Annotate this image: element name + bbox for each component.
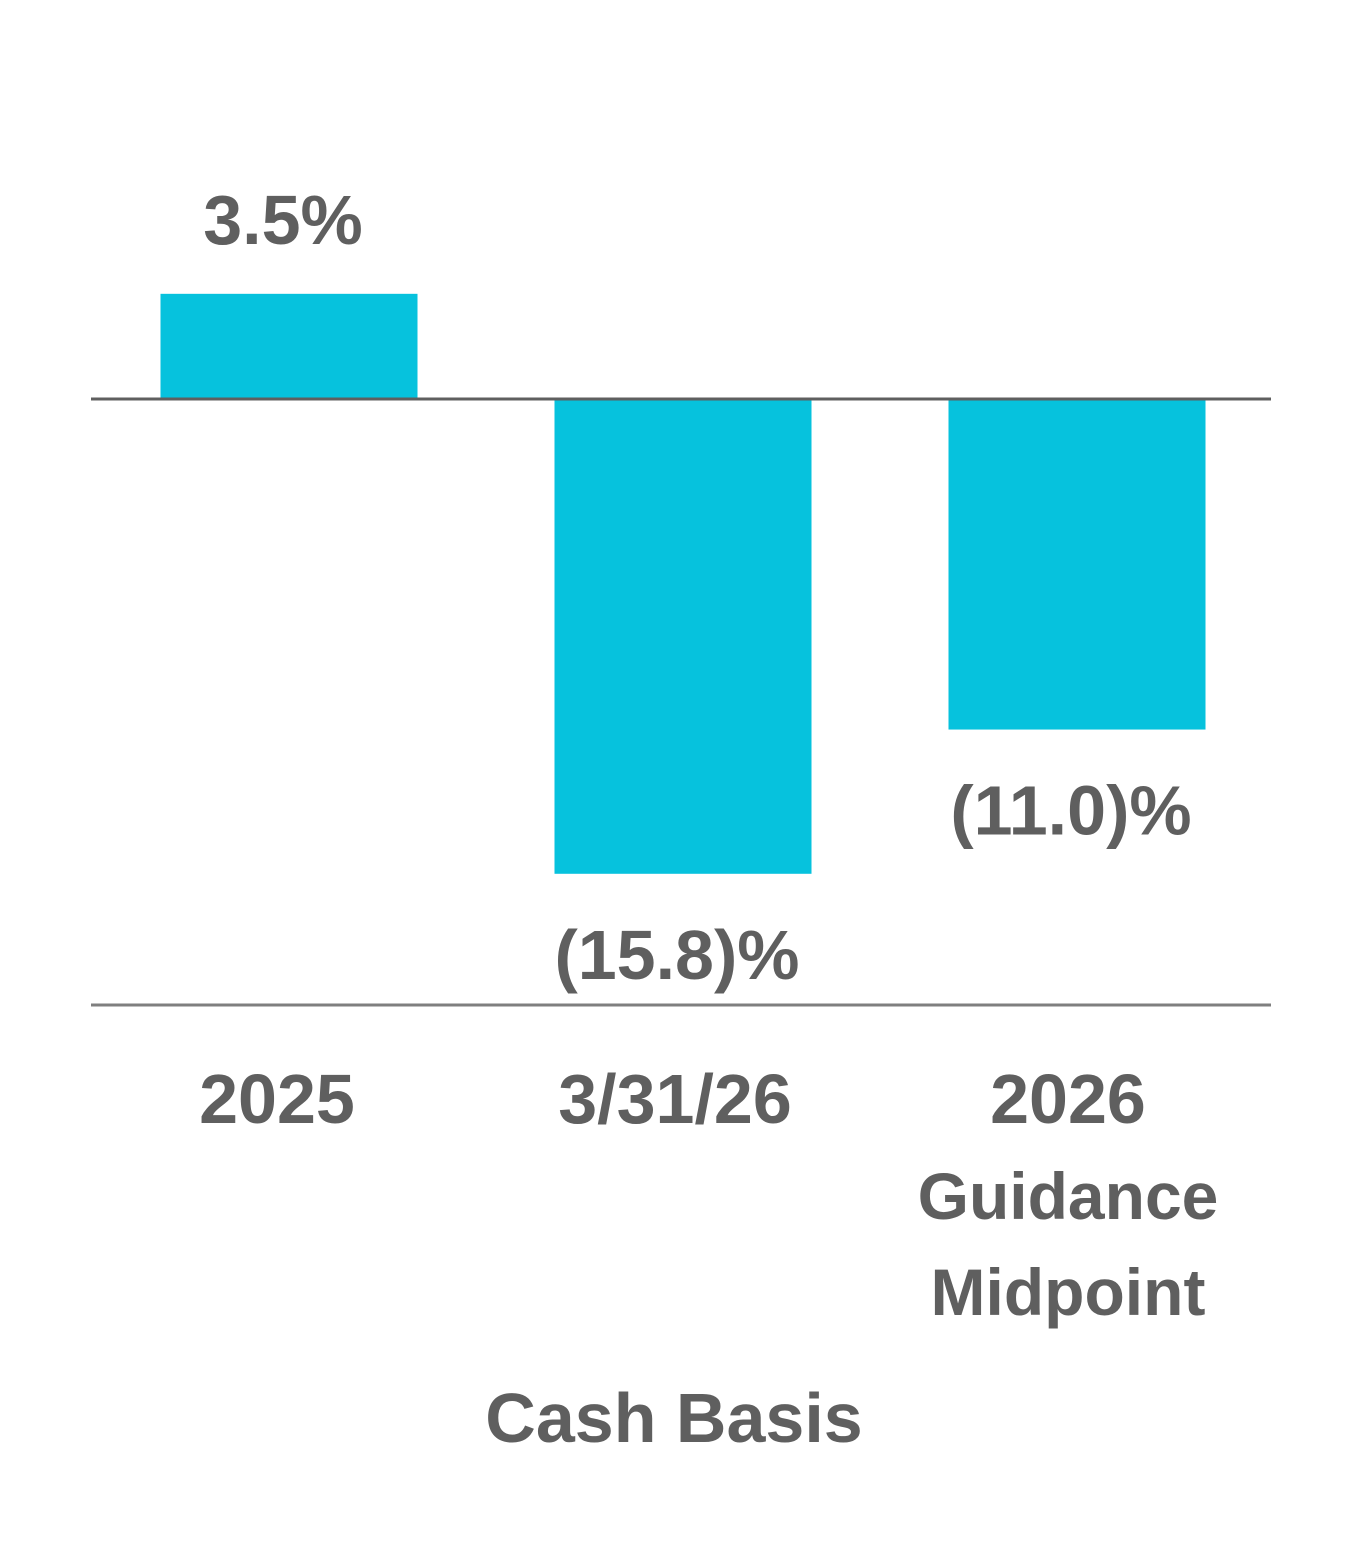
data-label-0: 3.5%	[203, 181, 363, 259]
category-label-2-line-1: Guidance	[918, 1159, 1219, 1233]
category-label-2-line-2: Midpoint	[931, 1255, 1206, 1329]
bar-0	[160, 293, 418, 399]
category-label-0: 2025	[199, 1060, 355, 1138]
data-labels-group: 3.5% (15.8)% (11.0)%	[203, 181, 1191, 994]
category-label-2: 2026	[990, 1060, 1146, 1138]
data-label-2: (11.0)%	[950, 772, 1191, 850]
data-label-1: (15.8)%	[554, 916, 799, 994]
category-labels-group: 2025 3/31/26 2026 Guidance Midpoint	[199, 1060, 1218, 1329]
bar-1	[554, 399, 812, 874]
bars-group	[160, 293, 1206, 874]
x-axis-title: Cash Basis	[485, 1379, 862, 1457]
category-label-1: 3/31/26	[558, 1060, 792, 1138]
bar-2	[948, 399, 1206, 730]
